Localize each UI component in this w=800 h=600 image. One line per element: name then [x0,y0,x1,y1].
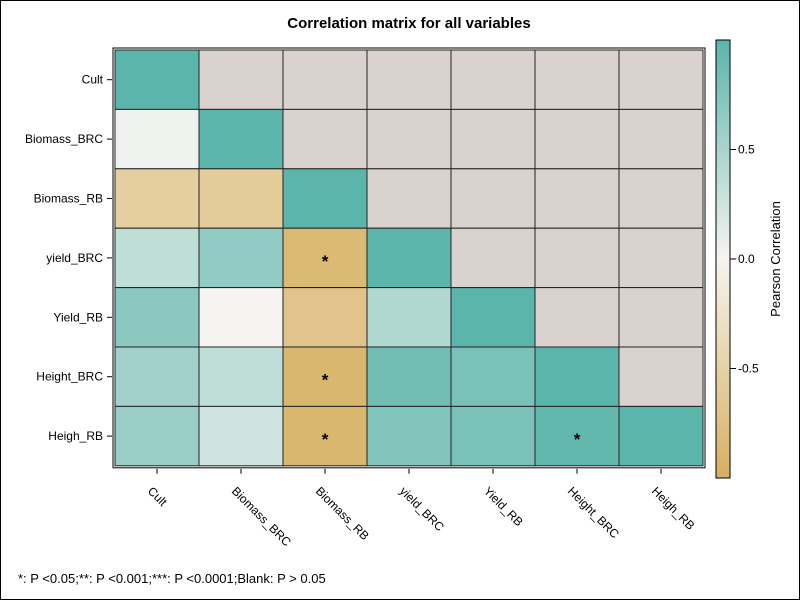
y-tick-label: Heigh_RB [48,429,103,443]
heatmap-cell [618,168,704,229]
heatmap-cell [114,227,200,289]
heatmap-cell [450,227,536,289]
y-tick-label: yield_BRC [46,251,103,265]
heatmap-cell [534,49,620,110]
heatmap-cell [282,108,368,170]
x-tick-label: Yield_RB [481,484,526,529]
heatmap-cell [618,405,704,467]
significance-marker: * [322,252,329,271]
heatmap-cell [198,287,284,348]
heatmap-cell [114,346,200,407]
heatmap-cell [114,168,200,229]
significance-marker: * [322,430,329,449]
x-tick-label: Biomass_RB [313,484,372,543]
heatmap-cell [282,49,368,110]
heatmap-cell [282,168,368,229]
colorbar-tick-label: 0.0 [738,252,755,266]
heatmap-cell [618,287,704,348]
heatmap-cell [282,287,368,348]
heatmap-cell [618,108,704,170]
y-tick-label: Cult [82,73,104,87]
heatmap-cell [366,405,452,467]
heatmap-cell [450,287,536,348]
heatmap-cell [198,168,284,229]
heatmap-cell [534,108,620,170]
y-tick-label: Yield_RB [53,310,103,324]
heatmap-cell [366,287,452,348]
heatmap-cell [366,49,452,110]
heatmap-cell [366,346,452,407]
heatmap-cell [534,287,620,348]
heatmap-cell [114,49,200,110]
y-tick-label: Biomass_BRC [25,132,103,146]
heatmap-cell [198,49,284,110]
heatmap-cell [618,227,704,289]
x-tick-label: yield_BRC [397,484,447,534]
heatmap-cell [450,346,536,407]
colorbar-label: Pearson Correlation [768,201,783,317]
heatmap-cell [450,405,536,467]
heatmap-cell [198,227,284,289]
heatmap-cell [114,108,200,170]
colorbar-tick-label: -0.5 [738,362,759,376]
heatmap-cell [366,108,452,170]
heatmap-cell [198,405,284,467]
heatmap-cell [534,405,620,467]
heatmap-cell [114,405,200,467]
heatmap-cell [450,168,536,229]
x-tick-label: Height_BRC [565,484,622,541]
chart-title: Correlation matrix for all variables [287,15,530,32]
heatmap-cell [534,168,620,229]
heatmap-cell [366,168,452,229]
heatmap-cell [450,49,536,110]
significance-marker: * [322,371,329,390]
heatmap-cell [450,108,536,170]
heatmap-cell [198,346,284,407]
colorbar [715,39,731,479]
heatmap-cell [618,346,704,407]
x-tick-label: Cult [145,484,170,509]
heatmap-cell [534,227,620,289]
heatmap-cell [282,227,368,289]
y-tick-label: Biomass_RB [34,192,103,206]
y-tick-label: Height_BRC [36,370,103,384]
colorbar-tick-label: 0.5 [738,143,755,157]
heatmap-cell [198,108,284,170]
heatmap-cell [366,227,452,289]
heatmap-cell [618,49,704,110]
heatmap-cell [282,405,368,467]
significance-marker: * [574,430,581,449]
footnote: *: P <0.05;**: P <0.001;***: P <0.0001;B… [18,571,326,586]
heatmap-cell [114,287,200,348]
plot-border [112,47,706,469]
x-tick-label: Heigh_RB [649,484,698,533]
heatmap-cell [534,346,620,407]
x-tick-label: Biomass_BRC [229,484,294,549]
